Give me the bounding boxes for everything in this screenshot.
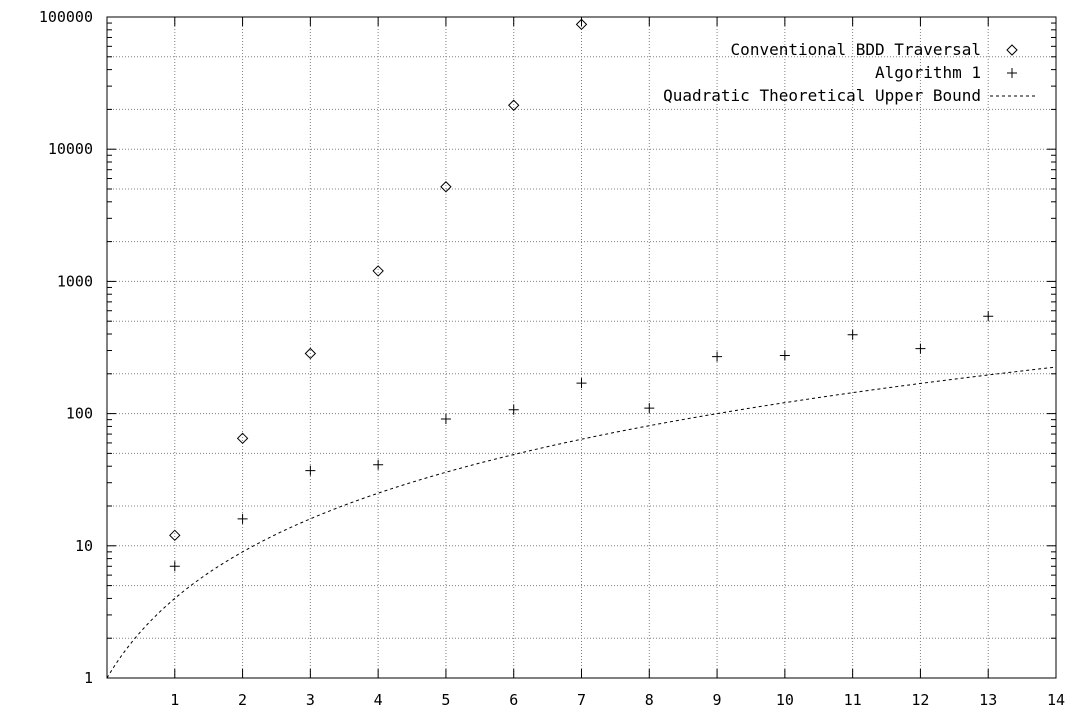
x-tick-label: 4: [374, 691, 383, 709]
x-tick-label: 13: [979, 691, 997, 709]
point-algorithm-1: [779, 350, 790, 361]
point-algorithm-1: [712, 351, 723, 362]
legend-algorithm-1-label: Algorithm 1: [875, 63, 981, 82]
point-algorithm-1: [508, 404, 519, 415]
x-tick-label: 5: [441, 691, 450, 709]
point-algorithm-1: [373, 459, 384, 470]
x-tick-label: 11: [844, 691, 862, 709]
legend-algorithm-1-key: [1007, 68, 1017, 78]
point-algorithm-1: [576, 378, 587, 389]
point-algorithm-1: [644, 403, 655, 414]
y-tick-label: 1000: [57, 272, 93, 290]
y-tick-label: 100: [66, 405, 93, 423]
point-algorithm-1: [915, 343, 926, 354]
point-conventional-bdd: [169, 529, 181, 542]
x-tick-label: 3: [306, 691, 315, 709]
legend-quadratic-bound-label: Quadratic Theoretical Upper Bound: [663, 86, 981, 105]
x-tick-label: 8: [645, 691, 654, 709]
point-algorithm-1: [983, 311, 994, 322]
x-tick-label: 14: [1047, 691, 1065, 709]
x-tick-label: 10: [776, 691, 794, 709]
y-tick-label: 10: [75, 537, 93, 555]
x-tick-label: 1: [170, 691, 179, 709]
point-algorithm-1: [237, 513, 248, 524]
x-tick-label: 12: [911, 691, 929, 709]
point-algorithm-1: [169, 561, 180, 572]
point-algorithm-1: [305, 465, 316, 476]
point-algorithm-1: [440, 414, 451, 425]
point-conventional-bdd: [508, 99, 520, 111]
point-conventional-bdd: [304, 347, 317, 360]
series-quadratic-bound-line: [106, 366, 1057, 679]
point-conventional-bdd: [440, 181, 452, 193]
x-tick-label: 7: [577, 691, 586, 709]
y-tick-label: 100000: [39, 8, 93, 26]
x-tick-label: 2: [238, 691, 247, 709]
point-conventional-bdd: [575, 18, 588, 31]
y-tick-label: 10000: [48, 140, 93, 158]
legend-conventional-bdd-label: Conventional BDD Traversal: [731, 40, 981, 59]
point-conventional-bdd: [236, 432, 249, 445]
legend-conventional-bdd-key: [1006, 44, 1018, 56]
point-algorithm-1: [847, 329, 858, 340]
x-tick-label: 6: [509, 691, 518, 709]
point-conventional-bdd: [372, 265, 384, 277]
y-tick-label: 1: [84, 669, 93, 687]
x-tick-label: 9: [713, 691, 722, 709]
